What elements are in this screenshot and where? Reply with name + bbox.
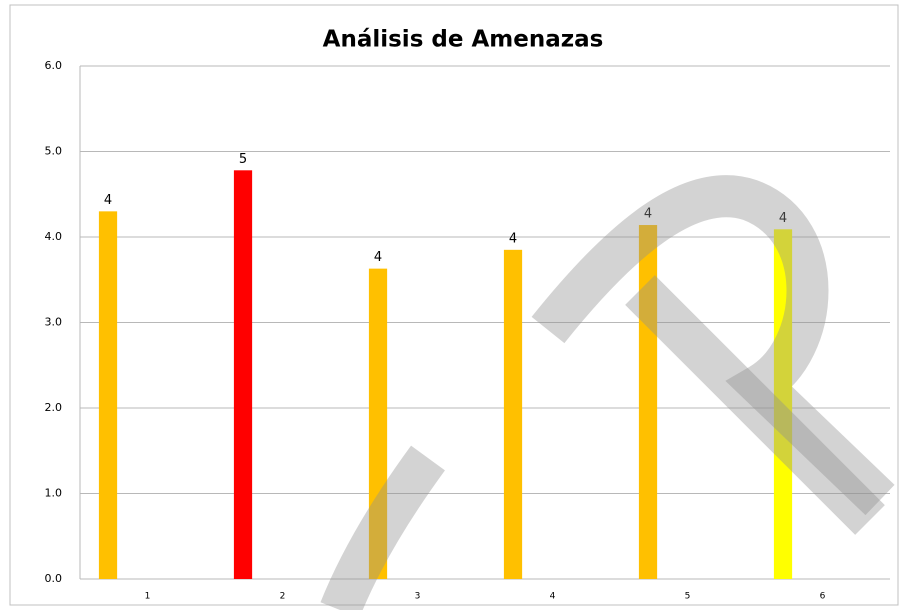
watermark (320, 175, 895, 610)
plot-area: 0.0 1.0 2.0 3.0 4.0 5.0 6.0 1 4 2 5 3 4 4 4 5 4 6 4 (45, 59, 890, 602)
value-label: 5 (239, 152, 247, 167)
y-tick-label: 4.0 (45, 230, 63, 243)
x-tick-label: 3 (415, 592, 421, 602)
value-label: 4 (104, 193, 112, 208)
watermark-stroke (625, 275, 885, 535)
x-tick-label: 1 (145, 592, 151, 602)
bar (98, 211, 118, 579)
value-label: 4 (374, 250, 382, 265)
x-tick-label: 4 (550, 592, 556, 602)
x-tick-label: 5 (685, 592, 691, 602)
y-tick-label: 0.0 (45, 572, 63, 585)
y-tick-label: 3.0 (45, 316, 63, 329)
y-tick-label: 5.0 (45, 145, 63, 158)
watermark-stroke (531, 175, 895, 516)
bar (368, 268, 388, 579)
bar (773, 229, 793, 579)
value-label: 4 (509, 231, 517, 246)
bar (233, 170, 253, 579)
chart-title: Análisis de Amenazas (323, 27, 604, 53)
x-tick-label: 2 (280, 592, 286, 602)
x-tick-label: 6 (820, 592, 826, 602)
y-tick-label: 2.0 (45, 401, 63, 414)
chart-frame (9, 4, 899, 606)
y-tick-label: 1.0 (45, 487, 63, 500)
value-label: 4 (644, 207, 652, 222)
y-tick-label: 6.0 (45, 59, 63, 72)
bar (638, 225, 658, 579)
bar (503, 249, 523, 579)
watermark-stroke (320, 445, 445, 610)
value-label: 4 (779, 211, 787, 226)
